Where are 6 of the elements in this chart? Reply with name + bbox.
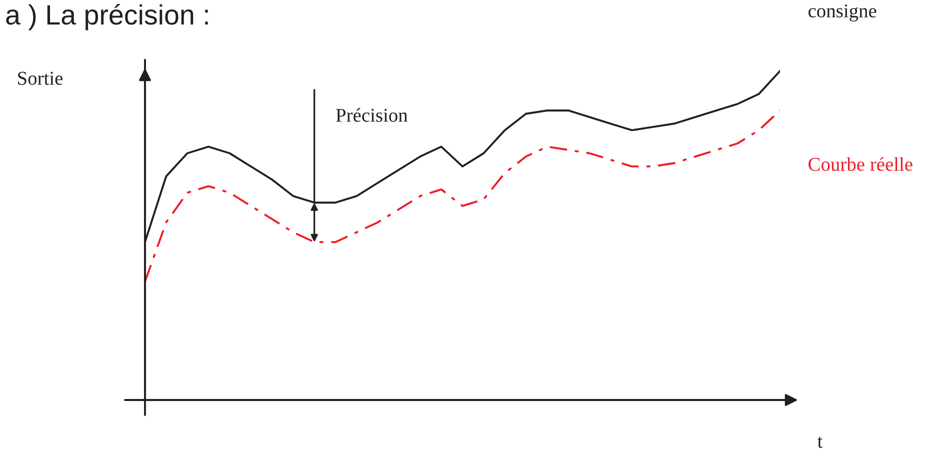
y-axis-title: Sortie bbox=[18, 72, 63, 85]
chart-title: a ) La précision : bbox=[6, 4, 208, 30]
annotation: Précision bbox=[336, 108, 408, 122]
text: consigne bbox=[808, 4, 876, 22]
x-axis-title: t bbox=[817, 436, 823, 448]
text: Courbe réelle bbox=[808, 157, 912, 171]
